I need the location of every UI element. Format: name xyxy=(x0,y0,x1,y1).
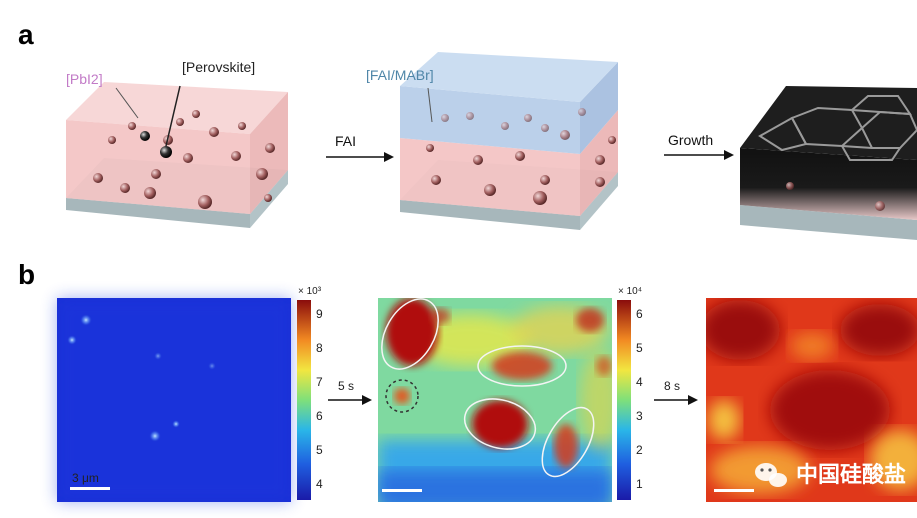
fai-particles xyxy=(426,108,616,205)
colorbar-1-tick: 5 xyxy=(316,443,323,457)
colorbar-1-tick: 4 xyxy=(316,477,323,491)
pbi2-film-block xyxy=(66,82,288,228)
perovskite-label: [Perovskite] xyxy=(182,59,255,75)
colorbar-1: × 10³ 9 8 7 6 5 4 xyxy=(297,286,323,500)
arrow-5s xyxy=(328,395,372,405)
grain-boundaries xyxy=(758,95,917,161)
arrow-8s xyxy=(654,395,698,405)
colorbar-2-tick: 6 xyxy=(636,307,643,321)
colorbar-2-tick: 4 xyxy=(636,375,643,389)
scale-bar xyxy=(714,489,754,492)
arrow-8s-label: 8 s xyxy=(664,379,680,393)
colorbar-1-multiplier: × 10³ xyxy=(298,286,322,297)
arrow-fai-label: FAI xyxy=(335,133,356,149)
fai-coated-block xyxy=(400,52,618,230)
colorbar-1-tick: 8 xyxy=(316,341,323,355)
fai-mabr-label: [FAI/MABr] xyxy=(366,67,434,83)
grown-film-block xyxy=(740,86,917,240)
colorbar-1-tick: 7 xyxy=(316,375,323,389)
panel-a-letter: a xyxy=(18,19,34,50)
pl-map-initial: 3 μm xyxy=(57,298,291,502)
pbi2-leader-line xyxy=(115,87,139,119)
colorbar-2: × 10⁴ 6 5 4 3 2 1 xyxy=(617,286,643,500)
pbi2-label: [PbI2] xyxy=(66,71,103,87)
fai-leader-line xyxy=(427,87,433,123)
domain-outlines xyxy=(381,298,595,478)
scale-bar xyxy=(382,489,422,492)
colorbar-2-tick: 1 xyxy=(636,477,643,491)
arrow-5s-label: 5 s xyxy=(338,379,354,393)
pbi2-particles xyxy=(93,110,275,209)
watermark-text: 中国硅酸盐 xyxy=(796,463,906,488)
perovskite-leader-line xyxy=(165,85,181,147)
panel-b-letter: b xyxy=(18,259,35,290)
arrow-growth xyxy=(664,150,734,160)
wechat-icon xyxy=(755,463,787,487)
colorbar-1-tick: 9 xyxy=(316,307,323,321)
arrow-fai xyxy=(326,152,394,162)
colorbar-2-tick: 2 xyxy=(636,443,643,457)
colorbar-1-tick: 6 xyxy=(316,409,323,423)
scale-bar-label: 3 μm xyxy=(72,471,99,485)
colorbar-2-tick: 5 xyxy=(636,341,643,355)
colorbar-2-tick: 3 xyxy=(636,409,643,423)
pl-map-8s xyxy=(706,298,917,502)
pl-map-5s xyxy=(378,298,612,502)
watermark: 中国硅酸盐 xyxy=(755,463,906,488)
scale-bar xyxy=(70,487,110,490)
arrow-growth-label: Growth xyxy=(668,132,713,148)
colorbar-2-multiplier: × 10⁴ xyxy=(618,286,642,297)
